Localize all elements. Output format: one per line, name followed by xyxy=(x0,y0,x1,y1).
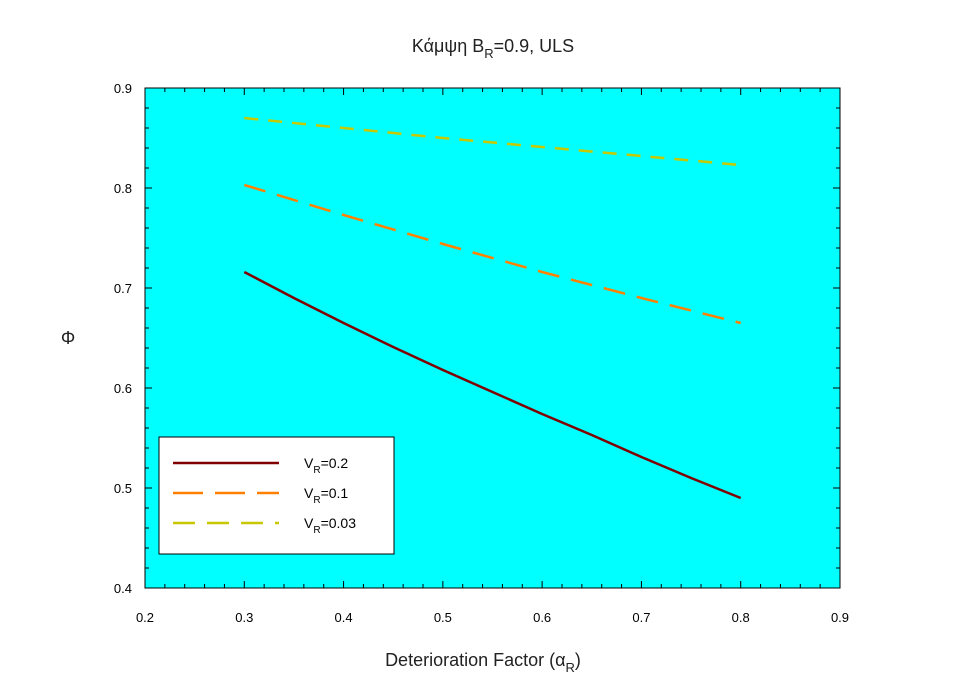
x-tick-label: 0.3 xyxy=(235,610,253,625)
axes: 0.2 0.3 0.4 0.5 0.6 0.7 0.8 0.9 0.4 0.5 0.6 0.7 0.8 0… xyxy=(114,81,849,625)
legend: VR=0.2 VR=0.1 VR=0.03 xyxy=(158,436,395,555)
y-tick-label: 0.5 xyxy=(114,481,132,496)
x-tick-label: 0.2 xyxy=(136,610,154,625)
x-axis-title: Deterioration Factor (αR) xyxy=(385,650,581,675)
legend-label-1: VR=0.2 xyxy=(304,455,348,476)
chart-title-sub: R xyxy=(484,46,493,61)
y-tick-label: 0.6 xyxy=(114,381,132,396)
x-axis-title-main: Deterioration Factor (α xyxy=(385,650,565,670)
series-layer xyxy=(243,116,742,500)
y-tick-label: 0.7 xyxy=(114,281,132,296)
x-tick-label: 0.7 xyxy=(632,610,650,625)
series-line-2 xyxy=(243,183,742,325)
series-line-3 xyxy=(244,116,741,167)
y-tick-label: 0.8 xyxy=(114,181,132,196)
y-tick-label: 0.4 xyxy=(114,581,132,596)
chart-title-rest: =0.9, ULS xyxy=(494,36,575,56)
plot-frame xyxy=(144,87,841,589)
legend-label-2: VR=0.1 xyxy=(304,485,348,506)
x-axis-title-rest: ) xyxy=(575,650,581,670)
y-tick-label: 0.9 xyxy=(114,81,132,96)
x-tick-label: 0.5 xyxy=(434,610,452,625)
chart-title-main: Κάμψη B xyxy=(412,36,484,56)
x-tick-label: 0.8 xyxy=(732,610,750,625)
x-axis-title-sub: R xyxy=(566,660,575,675)
axis-ticks xyxy=(144,87,841,589)
series-line-1 xyxy=(243,270,742,500)
y-axis-title: Φ xyxy=(61,328,75,348)
x-tick-label: 0.6 xyxy=(533,610,551,625)
legend-box xyxy=(158,436,395,555)
chart-title: Κάμψη BR=0.9, ULS xyxy=(412,36,574,61)
x-tick-label: 0.4 xyxy=(335,610,353,625)
legend-label-3: VR=0.03 xyxy=(304,515,356,536)
x-tick-label: 0.9 xyxy=(831,610,849,625)
